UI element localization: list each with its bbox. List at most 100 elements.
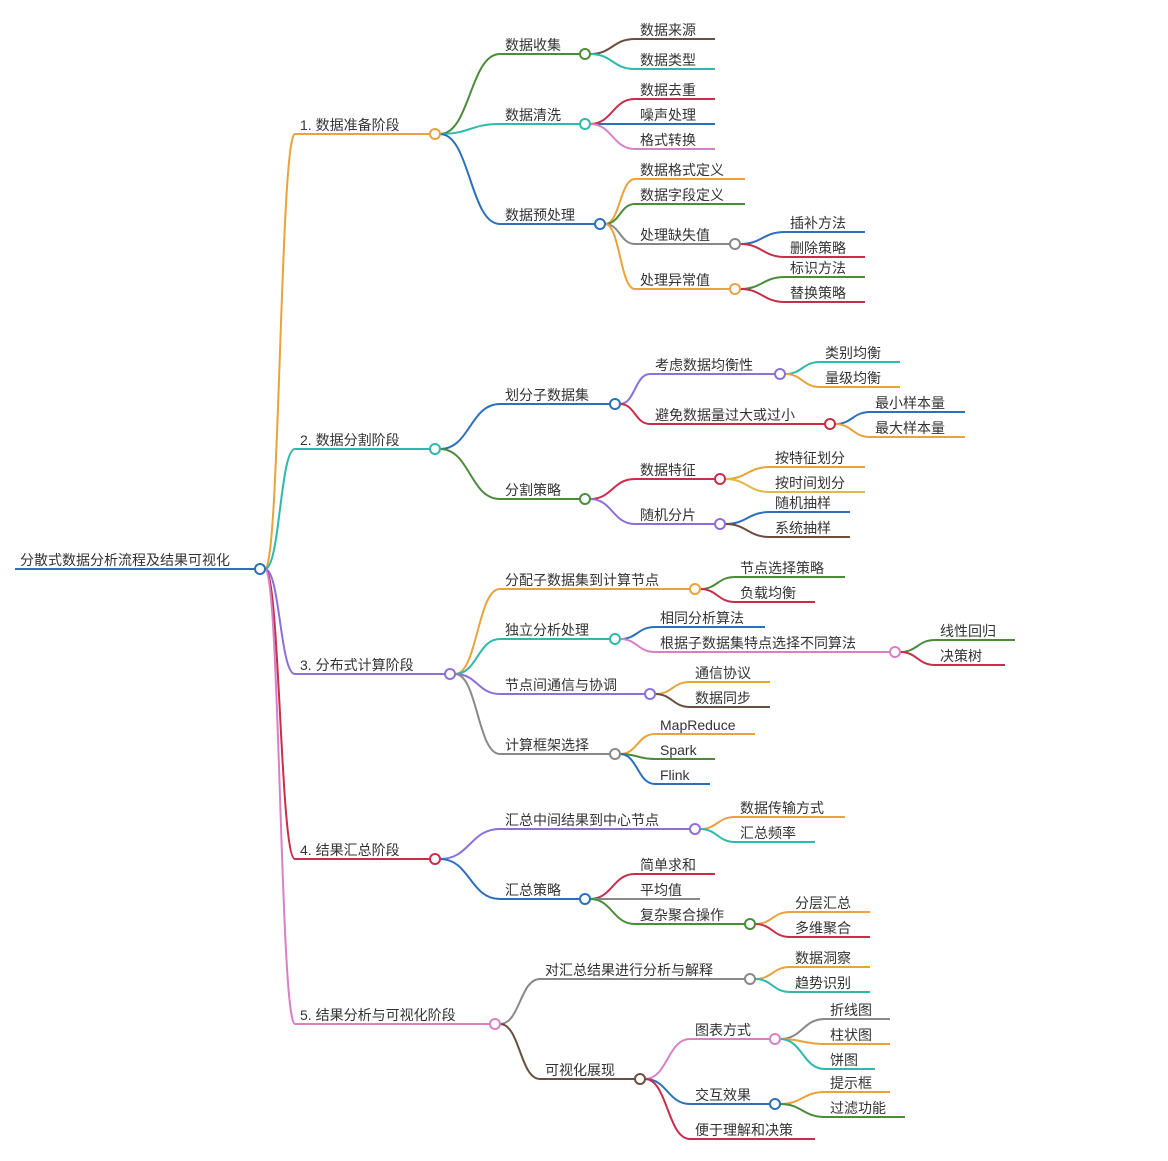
node-label: 处理缺失值 <box>640 227 710 243</box>
node-label: 节点选择策略 <box>740 560 824 576</box>
node-label: 划分子数据集 <box>505 387 589 403</box>
mindmap-edge <box>700 589 735 602</box>
mindmap-edge <box>755 967 790 979</box>
mindmap-edge <box>700 817 735 829</box>
node-label: 数据收集 <box>505 37 561 53</box>
node-label: 数据传输方式 <box>740 800 824 816</box>
node-label: 多维聚合 <box>795 920 851 936</box>
mindmap-edge <box>590 499 635 524</box>
node-label: 平均值 <box>640 882 682 898</box>
mindmap-edge <box>620 404 650 424</box>
mindmap-edge <box>265 569 295 1024</box>
mindmap-edge <box>455 674 500 754</box>
node-label: 柱状图 <box>830 1027 872 1043</box>
node-label: 删除策略 <box>790 240 846 256</box>
mindmap-edge <box>620 627 655 639</box>
mindmap-edge <box>455 639 500 674</box>
mindmap-edge <box>780 1092 825 1104</box>
node-label: 类别均衡 <box>825 345 881 361</box>
mindmap-edge <box>700 829 735 842</box>
branch-node <box>430 854 440 864</box>
node-label: 交互效果 <box>695 1087 751 1103</box>
node-label: 分散式数据分析流程及结果可视化 <box>20 552 230 568</box>
node-label: 噪声处理 <box>640 107 696 123</box>
branch-node <box>715 519 725 529</box>
node-label: 提示框 <box>830 1075 872 1091</box>
mindmap-edge <box>500 979 540 1024</box>
mindmap-edge <box>620 734 655 754</box>
node-label: 负载均衡 <box>740 585 796 601</box>
mindmap-edge <box>645 1079 690 1139</box>
branch-node <box>715 474 725 484</box>
node-label: 便于理解和决策 <box>695 1122 793 1138</box>
node-label: 节点间通信与协调 <box>505 677 617 693</box>
branch-node <box>430 129 440 139</box>
branch-node <box>770 1099 780 1109</box>
node-label: 处理异常值 <box>640 272 710 288</box>
branch-node <box>255 564 265 574</box>
node-label: 标识方法 <box>790 260 846 276</box>
node-label: 根据子数据集特点选择不同算法 <box>660 635 856 651</box>
node-label: 简单求和 <box>640 857 696 873</box>
mindmap-edge <box>645 1079 690 1104</box>
mindmap-edge <box>590 54 635 69</box>
node-label: 量级均衡 <box>825 370 881 386</box>
node-label: 最小样本量 <box>875 395 945 411</box>
node-label: 随机抽样 <box>775 495 831 511</box>
node-label: 线性回归 <box>940 623 996 639</box>
branch-node <box>730 239 740 249</box>
mindmap-edge <box>835 424 870 437</box>
mindmap-edge <box>755 924 790 937</box>
mindmap-edge <box>590 99 635 124</box>
branch-node <box>745 974 755 984</box>
node-label: 分层汇总 <box>795 895 851 911</box>
mindmap-edge <box>440 829 500 859</box>
node-label: 数据清洗 <box>505 107 561 123</box>
mindmap-edge <box>835 412 870 424</box>
branch-node <box>690 584 700 594</box>
mindmap-edge <box>655 682 690 694</box>
mindmap-edge <box>740 244 785 257</box>
branch-node <box>445 669 455 679</box>
branch-node <box>635 1074 645 1084</box>
mindmap-edge <box>740 232 785 244</box>
node-label: 汇总频率 <box>740 825 796 841</box>
branch-node <box>770 1034 780 1044</box>
branch-node <box>690 824 700 834</box>
node-label: Flink <box>660 767 691 783</box>
node-label: 最大样本量 <box>875 420 945 436</box>
node-label: 独立分析处理 <box>505 622 589 638</box>
node-label: 避免数据量过大或过小 <box>655 407 795 423</box>
node-label: 系统抽样 <box>775 520 831 536</box>
mindmap-svg: 分散式数据分析流程及结果可视化1. 数据准备阶段数据收集数据来源数据类型数据清洗… <box>0 0 1168 1161</box>
mindmap-edge <box>605 204 635 224</box>
mindmap-edge <box>780 1104 825 1117</box>
mindmap-edge <box>740 277 785 289</box>
branch-node <box>580 49 590 59</box>
mindmap-edge <box>900 652 935 665</box>
mindmap-edge <box>590 124 635 149</box>
mindmap-edge <box>755 979 790 992</box>
branch-node <box>595 219 605 229</box>
mindmap-edge <box>620 374 650 404</box>
mindmap-edge <box>725 479 770 492</box>
node-label: 3. 分布式计算阶段 <box>300 657 414 673</box>
mindmap-edge <box>785 374 820 387</box>
branch-node <box>775 369 785 379</box>
node-label: 按时间划分 <box>775 475 845 491</box>
mindmap-edge <box>780 1019 825 1039</box>
mindmap-edge <box>500 1024 540 1079</box>
node-label: 数据字段定义 <box>640 187 724 203</box>
branch-node <box>580 119 590 129</box>
node-label: 过滤功能 <box>830 1100 886 1116</box>
branch-node <box>580 894 590 904</box>
mindmap-edge <box>455 589 500 674</box>
mindmap-edge <box>590 899 635 924</box>
mindmap-edge <box>785 362 820 374</box>
node-label: 可视化展现 <box>545 1062 615 1078</box>
branch-node <box>745 919 755 929</box>
node-label: 数据预处理 <box>505 207 575 223</box>
mindmap-edge <box>900 640 935 652</box>
branch-node <box>825 419 835 429</box>
node-label: 按特征划分 <box>775 450 845 466</box>
